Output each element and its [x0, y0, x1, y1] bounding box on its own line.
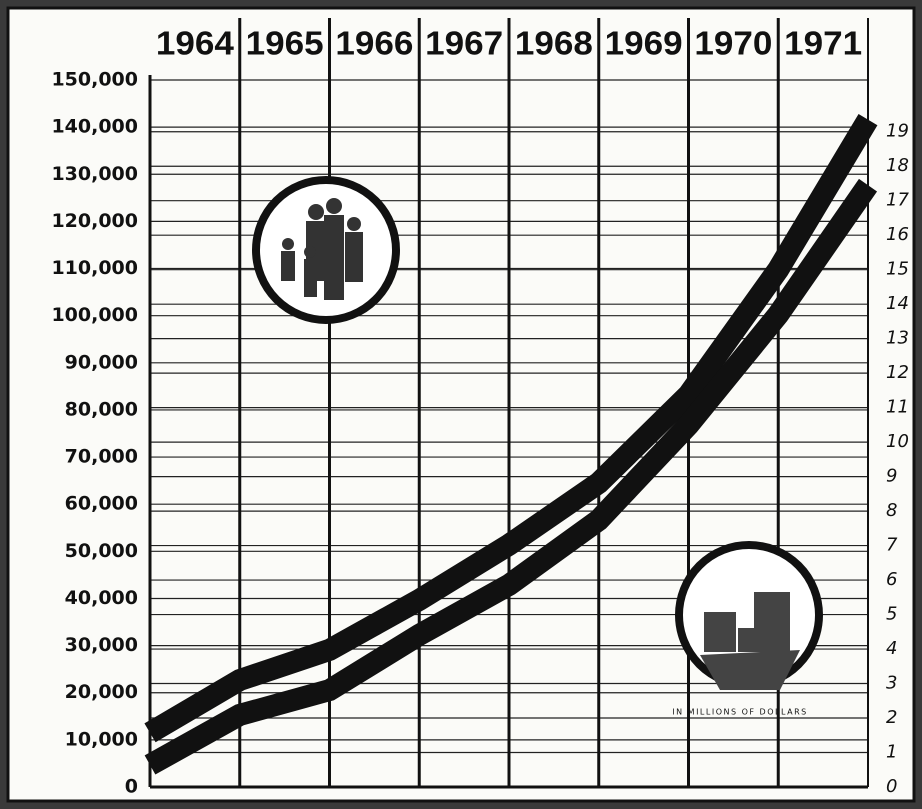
annotation: IN MILLIONS OF DOLLARS [672, 708, 807, 717]
y-tick-label: 20,000 [65, 681, 138, 703]
x-tick-label: 1966 [335, 25, 413, 62]
y2-tick-label: 5 [886, 604, 897, 625]
y-tick-label: 0 [125, 776, 138, 798]
y-tick-label: 70,000 [65, 446, 138, 468]
y2-tick-label: 13 [886, 328, 909, 349]
x-tick-label: 1971 [784, 25, 862, 62]
chart: 19641965196619671968196919701971010,0002… [0, 0, 922, 809]
y2-tick-label: 19 [886, 121, 909, 142]
family-icon [256, 180, 396, 320]
y2-tick-label: 0 [886, 776, 897, 797]
y-tick-label: 40,000 [65, 587, 138, 609]
x-tick-label: 1964 [156, 25, 235, 62]
y2-tick-label: 4 [886, 638, 897, 659]
y2-tick-label: 15 [886, 259, 909, 280]
x-tick-label: 1967 [425, 25, 503, 62]
y2-tick-label: 3 [886, 673, 897, 694]
y2-tick-label: 9 [886, 466, 897, 487]
y2-tick-label: 6 [886, 569, 897, 590]
y2-tick-label: 12 [886, 362, 909, 383]
x-tick-label: 1969 [605, 25, 683, 62]
y-tick-label: 150,000 [51, 69, 138, 91]
y2-tick-label: 16 [886, 224, 909, 245]
y2-tick-label: 11 [886, 397, 909, 418]
y2-tick-label: 7 [886, 535, 898, 556]
y2-tick-label: 17 [886, 190, 909, 211]
y-tick-label: 130,000 [51, 163, 138, 185]
y2-tick-label: 1 [886, 742, 897, 763]
y-tick-label: 80,000 [65, 398, 138, 420]
y-tick-label: 140,000 [51, 116, 138, 138]
y-tick-label: 10,000 [65, 728, 138, 750]
y2-tick-label: 2 [886, 707, 897, 728]
y-tick-label: 90,000 [65, 351, 138, 373]
x-tick-label: 1968 [515, 25, 593, 62]
y2-tick-label: 10 [886, 431, 909, 452]
x-tick-label: 1970 [694, 25, 772, 62]
y-tick-label: 120,000 [51, 210, 138, 232]
money-icon [679, 545, 819, 690]
y-tick-label: 50,000 [65, 540, 138, 562]
y-tick-label: 30,000 [65, 634, 138, 656]
y2-tick-label: 8 [886, 500, 897, 521]
y-tick-label: 110,000 [51, 257, 138, 279]
y2-tick-label: 14 [886, 293, 909, 314]
y2-tick-label: 18 [886, 155, 909, 176]
y-tick-label: 100,000 [51, 304, 138, 326]
y-tick-label: 60,000 [65, 493, 138, 515]
x-tick-label: 1965 [246, 25, 324, 62]
